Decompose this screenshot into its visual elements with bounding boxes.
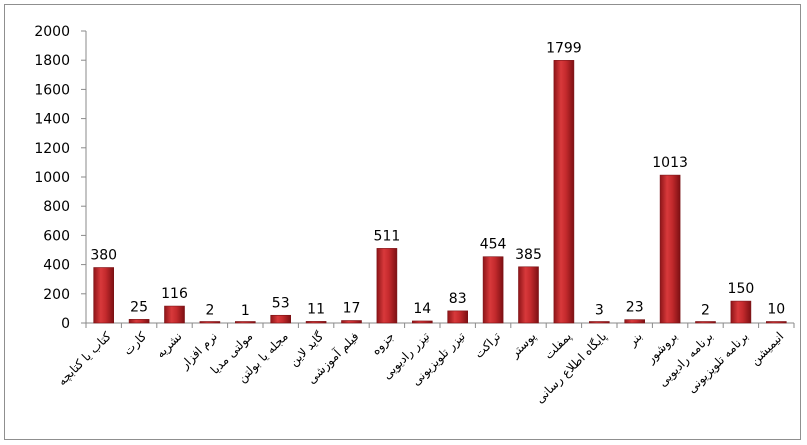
y-tick-label: 400 [43, 258, 70, 274]
bar [695, 321, 716, 324]
category-label: پمفلت [541, 329, 574, 362]
bar [93, 267, 114, 324]
y-tick-label: 1000 [34, 170, 70, 186]
category-label: بنر [625, 329, 646, 350]
data-label: 1013 [652, 155, 688, 171]
y-tick-label: 800 [43, 199, 70, 215]
bar [341, 320, 362, 324]
y-tick-label: 200 [43, 287, 70, 303]
category-label: جزوه [369, 329, 398, 358]
data-label: 11 [307, 301, 325, 317]
bars [93, 60, 787, 324]
bar [624, 319, 646, 324]
y-tick-label: 1600 [34, 82, 70, 98]
data-label: 3 [595, 303, 604, 319]
y-tick-label: 1800 [34, 53, 70, 69]
data-label: 380 [90, 248, 117, 264]
bar [482, 256, 504, 324]
data-label: 116 [161, 286, 188, 302]
bar [730, 300, 752, 324]
data-label: 1799 [546, 40, 582, 56]
category-label: انیمیشن [748, 329, 787, 368]
data-label: 385 [515, 247, 542, 263]
category-label: نشریه [153, 329, 185, 361]
bar [588, 321, 610, 324]
category-label: پوستر [507, 329, 539, 361]
data-label: 454 [480, 237, 507, 253]
data-label: 83 [449, 291, 467, 307]
bar [553, 60, 575, 324]
bar [411, 320, 433, 324]
category-label: تراکت [472, 329, 504, 361]
bar [376, 248, 398, 324]
y-tick-label: 600 [43, 228, 70, 244]
bar [518, 266, 539, 324]
data-label: 53 [272, 295, 290, 311]
y-tick-label: 1400 [34, 112, 70, 128]
data-label: 25 [130, 299, 148, 315]
category-label: کتاب یا کتابچه [55, 329, 114, 388]
bar [128, 319, 150, 324]
data-label: 23 [626, 300, 644, 316]
bar [765, 321, 787, 324]
data-label: 14 [413, 301, 431, 317]
bar [199, 321, 221, 324]
data-label: 150 [728, 281, 755, 297]
data-label: 17 [343, 301, 361, 317]
y-tick-label: 2000 [34, 24, 70, 40]
data-label: 10 [767, 302, 785, 318]
data-label: 511 [374, 228, 401, 244]
bar [270, 314, 292, 324]
data-labels: 380 25 116 2 1 53 11 17 511 14 83 454 385 1799 3 23 1013… [90, 40, 785, 319]
y-tick-label: 1200 [34, 141, 70, 157]
bar [659, 174, 681, 324]
bar [305, 321, 327, 324]
data-label: 2 [205, 303, 214, 319]
bar [164, 305, 185, 324]
category-label: کارت [121, 329, 151, 359]
data-label: 2 [701, 303, 710, 319]
data-label: 1 [241, 303, 250, 319]
bar [235, 321, 256, 324]
y-tick-label: 0 [61, 316, 70, 332]
bar [447, 310, 469, 324]
